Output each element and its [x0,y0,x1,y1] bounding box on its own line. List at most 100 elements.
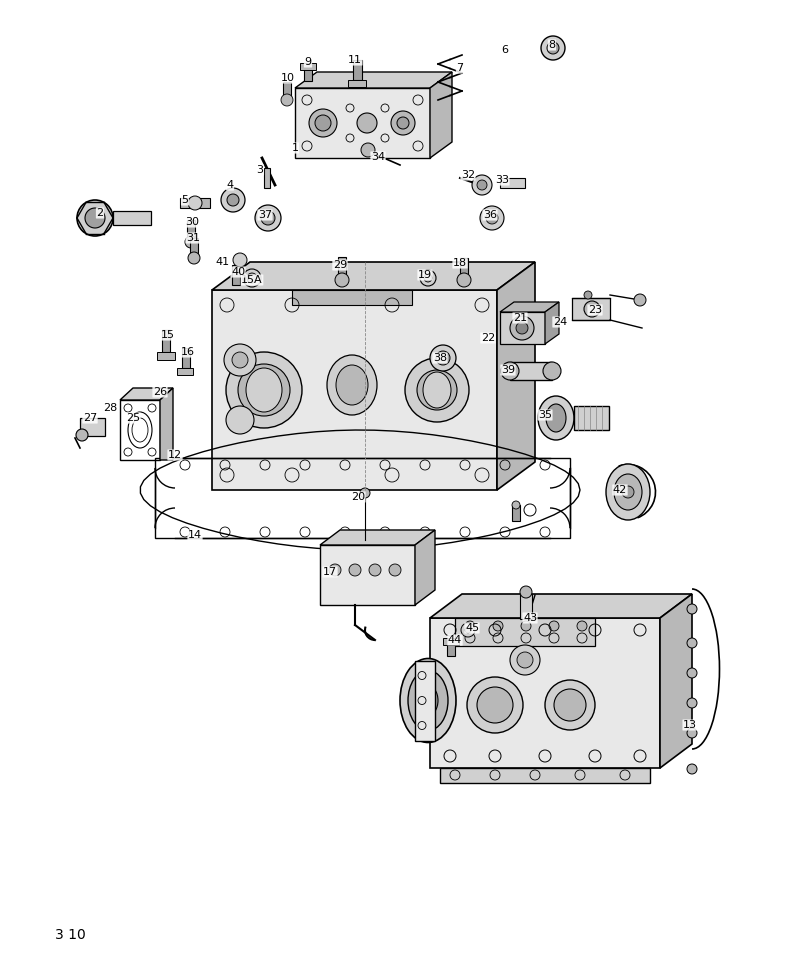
Circle shape [461,623,475,637]
Bar [500,312,545,344]
Circle shape [430,345,456,371]
Text: 44: 44 [448,635,462,645]
Circle shape [391,111,415,135]
Text: 26: 26 [153,387,167,397]
Ellipse shape [336,365,368,405]
Polygon shape [660,594,692,768]
Bar [320,545,415,605]
Circle shape [405,358,469,422]
Bar [460,258,468,280]
Bar [190,238,198,256]
Ellipse shape [538,396,574,440]
Circle shape [232,352,248,368]
Circle shape [281,94,293,106]
Circle shape [185,236,197,248]
Circle shape [424,274,432,282]
Circle shape [510,316,534,340]
Text: 12: 12 [168,450,182,460]
Text: 30: 30 [185,217,199,227]
Circle shape [315,115,331,131]
Bar [348,80,366,87]
Bar [232,265,240,285]
Text: 6: 6 [501,45,508,55]
Ellipse shape [606,464,650,520]
Text: 9: 9 [305,57,312,67]
Polygon shape [295,72,452,88]
Circle shape [541,36,565,60]
Text: 28: 28 [103,403,117,413]
Bar [292,290,412,305]
Circle shape [510,645,540,675]
Polygon shape [500,302,559,312]
Ellipse shape [543,362,561,380]
Circle shape [687,698,697,708]
Circle shape [420,270,436,286]
Bar [157,352,175,360]
Circle shape [436,351,450,365]
Circle shape [465,621,475,631]
Ellipse shape [418,685,438,715]
Text: 29: 29 [333,260,347,270]
Bar [295,88,430,158]
Circle shape [520,586,532,598]
Bar [430,618,660,768]
Text: 33: 33 [495,175,509,185]
Ellipse shape [501,362,519,380]
Text: 2: 2 [97,208,104,218]
Circle shape [247,273,257,283]
Text: 36: 36 [483,210,497,220]
Text: 11: 11 [348,55,362,65]
Text: 32: 32 [461,170,475,180]
Bar [180,198,210,208]
Text: 43: 43 [523,613,537,623]
Text: 27: 27 [83,413,97,423]
Text: 3 10: 3 10 [55,928,86,942]
Circle shape [472,175,492,195]
Text: 13: 13 [683,720,697,730]
Text: 25: 25 [126,413,140,423]
Polygon shape [415,530,435,605]
Text: 24: 24 [553,317,567,327]
Circle shape [517,652,533,668]
Circle shape [255,205,281,231]
Bar [512,505,520,521]
Text: 10: 10 [281,73,295,83]
Bar [162,330,170,352]
Text: 39: 39 [501,365,515,375]
Circle shape [687,728,697,738]
Ellipse shape [614,474,642,510]
Circle shape [224,344,256,376]
Text: 16: 16 [181,347,195,357]
Polygon shape [497,262,535,490]
Circle shape [188,196,202,210]
Bar [300,63,316,70]
Circle shape [477,687,513,723]
Circle shape [226,406,254,434]
Circle shape [554,689,586,721]
Circle shape [687,604,697,614]
Circle shape [417,370,457,410]
Circle shape [238,364,290,416]
Text: 41: 41 [215,257,229,267]
Bar [120,400,160,460]
Bar [304,63,312,81]
Bar [443,638,459,645]
Circle shape [480,206,504,230]
Text: 17: 17 [323,567,337,577]
Text: 5: 5 [182,195,189,205]
Circle shape [467,677,523,733]
Bar [338,257,346,279]
Text: 19: 19 [418,270,432,280]
Circle shape [227,194,239,206]
Circle shape [584,301,600,317]
Text: 35: 35 [538,410,552,420]
Circle shape [389,564,401,576]
Bar [572,298,610,320]
Polygon shape [160,388,173,460]
Circle shape [547,42,559,54]
Bar [212,290,497,490]
Circle shape [549,621,559,631]
Circle shape [457,273,471,287]
Bar [520,594,532,619]
Circle shape [577,621,587,631]
